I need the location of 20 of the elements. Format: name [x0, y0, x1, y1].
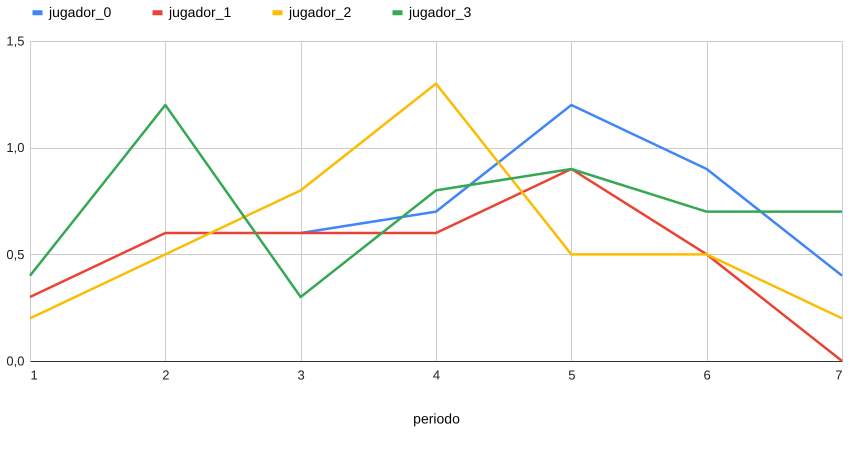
x-tick-label: 3	[298, 368, 305, 382]
y-tick-label: 1,0	[6, 140, 24, 156]
line-series	[28, 168, 844, 362]
x-tick-label: 4	[432, 368, 440, 382]
line-series	[28, 82, 844, 320]
y-tick-label: 0,5	[6, 246, 24, 262]
x-tick-label: 6	[704, 368, 711, 382]
legend-label: jugador_2	[288, 4, 352, 20]
y-tick-label: 1,5	[6, 34, 24, 48]
x-tick-label: 1	[30, 368, 38, 382]
y-tick-label: 0,0	[6, 354, 24, 368]
x-tick-label: 7	[835, 368, 842, 382]
x-tick-label: 5	[568, 368, 576, 382]
line-series	[28, 104, 844, 298]
x-tick-label: 2	[162, 368, 170, 382]
line-series	[299, 104, 844, 277]
legend-label: jugador_1	[168, 4, 232, 20]
legend-label: jugador_3	[408, 4, 472, 20]
legend-label: jugador_0	[48, 4, 112, 20]
x-axis-title: periodo	[413, 410, 460, 426]
